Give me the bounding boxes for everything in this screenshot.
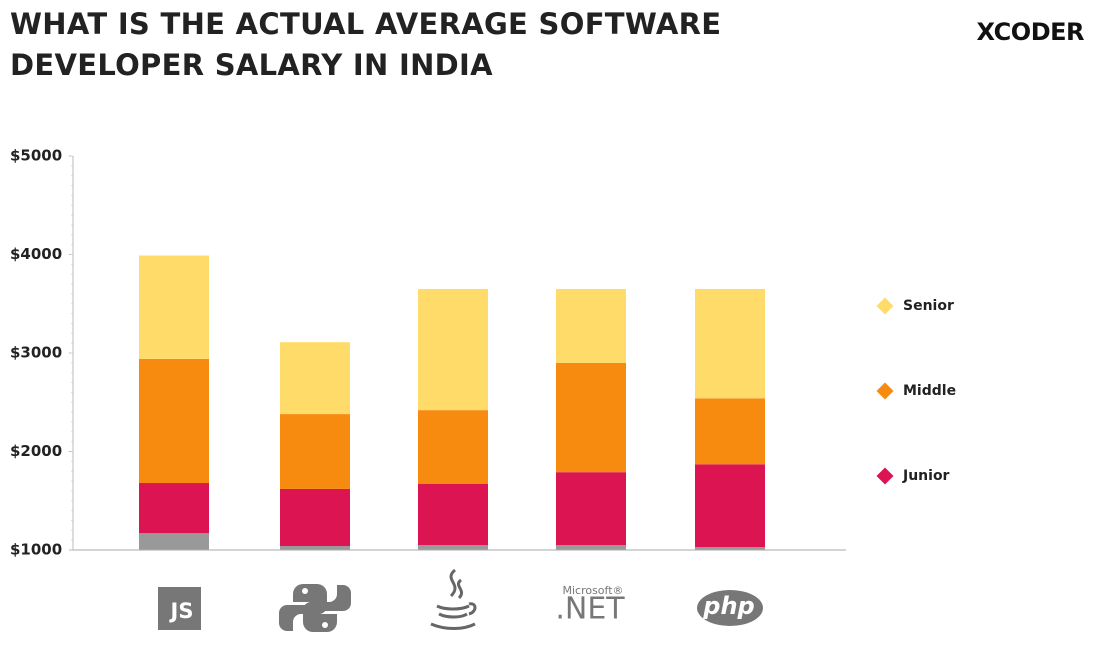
python-logo — [279, 584, 351, 632]
js-logo — [158, 587, 201, 630]
bar-segment — [139, 255, 209, 359]
x-tick-label: .NET — [555, 592, 625, 627]
chart-title: WHAT IS THE ACTUAL AVERAGE SOFTWARE DEVE… — [10, 7, 722, 82]
y-tick-label: $1000 — [10, 541, 62, 559]
bar-segment — [280, 414, 350, 489]
bar-segment — [556, 362, 626, 473]
legend-label: Senior — [903, 298, 954, 314]
y-tick-label: $2000 — [10, 442, 62, 460]
bar-segment — [280, 546, 350, 550]
bar-segment — [556, 545, 626, 550]
java-logo — [430, 568, 477, 630]
x-tick-label: JS — [169, 599, 194, 623]
annotation: Microsoft® — [562, 584, 623, 597]
y-tick-label: $3000 — [10, 344, 62, 362]
y-tick-label: $5000 — [10, 147, 62, 165]
bar-segment — [418, 545, 488, 550]
bar-segment — [418, 288, 488, 411]
bar-segment — [695, 547, 765, 550]
bar-segment — [695, 464, 765, 548]
bar-segment — [695, 398, 765, 465]
legend-marker — [876, 382, 894, 400]
bar-segment — [139, 483, 209, 534]
bar-segment — [556, 472, 626, 546]
bar-segment — [280, 488, 350, 547]
php-logo — [697, 590, 763, 626]
bar-segment — [418, 410, 488, 485]
bar-segment — [418, 484, 488, 546]
bar-segment — [139, 533, 209, 550]
bar-segment — [280, 342, 350, 415]
legend-label: Junior — [902, 468, 950, 484]
legend-label: Middle — [903, 383, 956, 399]
x-tick-label: php — [702, 592, 754, 620]
bar-segment — [695, 288, 765, 399]
bar-segment — [139, 358, 209, 484]
y-tick-label: $4000 — [10, 245, 62, 263]
bar-segment — [556, 288, 626, 363]
legend-marker — [876, 297, 894, 315]
legend-marker — [876, 467, 894, 485]
brand-logo: XCODER — [976, 18, 1085, 46]
